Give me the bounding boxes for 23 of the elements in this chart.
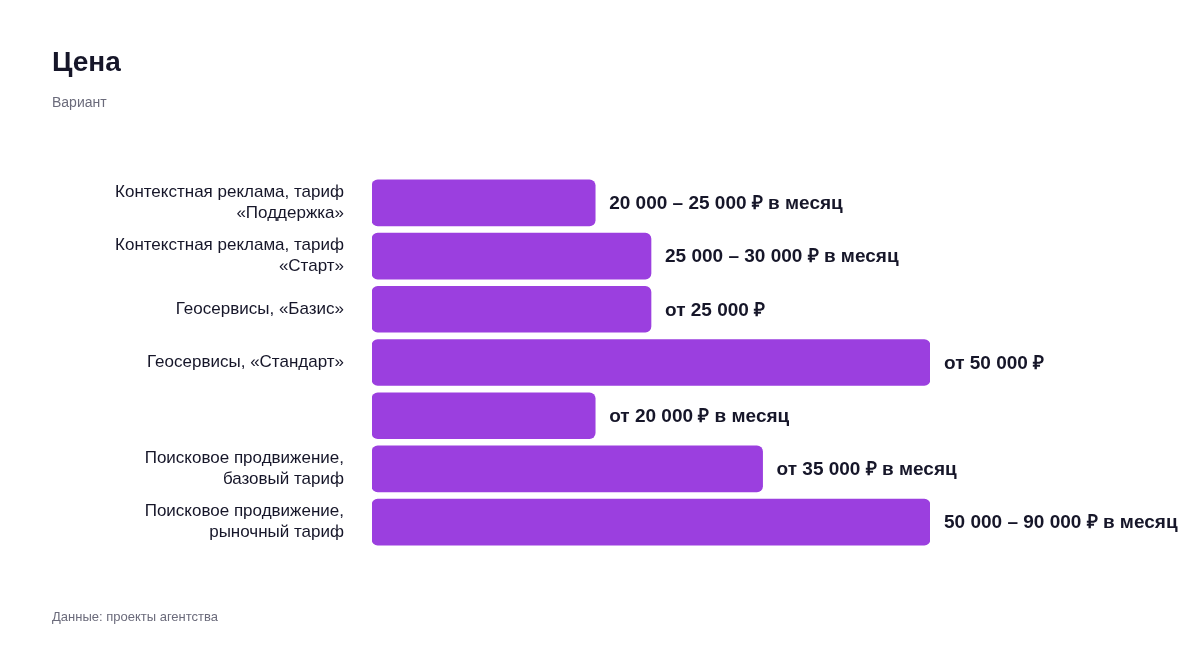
text: Вариант <box>52 94 107 110</box>
bar <box>372 498 930 546</box>
bar <box>372 232 652 280</box>
data-label: от 20 000 ₽ в месяц <box>609 404 790 426</box>
data-label: 20 000 – 25 000 ₽ в месяц <box>609 192 844 214</box>
y-tick-label: Поисковое продвижение, базовый тариф <box>144 447 345 489</box>
y-tick-label: Контекстная реклама, тариф «Старт» <box>115 235 345 276</box>
bar <box>372 285 652 333</box>
y-tick-label: Геосервисы, «Стандарт» <box>147 352 344 372</box>
bar <box>372 445 763 493</box>
text: Данные: проекты агентства <box>52 609 219 624</box>
data-label: 50 000 – 90 000 ₽ в месяц <box>944 511 1178 533</box>
y-tick-label: Поисковое продвижение, рыночный тариф <box>144 501 344 542</box>
bar <box>372 392 596 440</box>
bar <box>372 339 930 386</box>
y-tick-label: Геосервисы, «Базис» <box>175 298 344 318</box>
y-tick-label: Контекстная реклама, тариф «Поддержка» <box>115 181 345 223</box>
data-label: 25 000 – 30 000 ₽ в месяц <box>665 245 899 267</box>
bar <box>372 179 596 227</box>
data-label: от 50 000 ₽ <box>944 351 1045 373</box>
data-label: от 25 000 ₽ <box>665 298 766 320</box>
text: Цена <box>52 46 121 78</box>
data-label: от 35 000 ₽ в месяц <box>776 458 957 480</box>
